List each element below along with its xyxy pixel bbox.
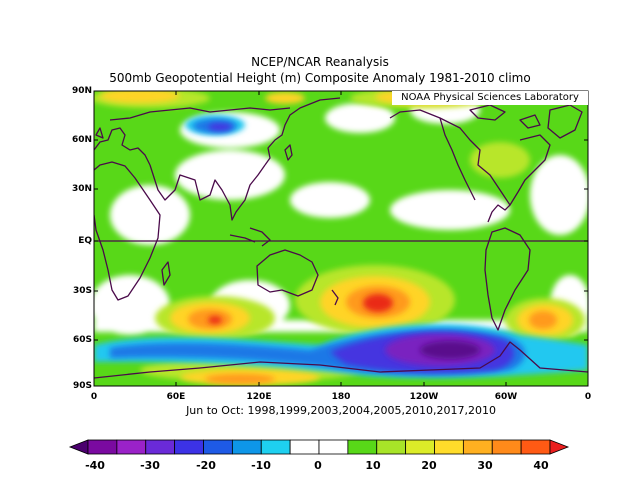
colorbar-swatch <box>376 439 407 455</box>
colorbar-label: 10 <box>365 459 381 472</box>
colorbar-swatch <box>260 439 291 455</box>
colorbar-swatch <box>491 439 522 455</box>
colorbar-swatch <box>405 439 435 455</box>
lat-label-90s: 90S <box>72 381 92 391</box>
colorbar-label: 30 <box>477 459 493 472</box>
colorbar-label: -40 <box>85 459 105 472</box>
colorbar-swatch <box>231 439 262 455</box>
composite-years: Jun to Oct: 1998,1999,2003,2004,2005,201… <box>186 404 496 417</box>
lat-label-30n: 30N <box>71 184 92 194</box>
colorbar-label: -30 <box>140 459 160 472</box>
lat-label-30s: 30S <box>72 286 92 296</box>
colorbar-label: -10 <box>251 459 271 472</box>
colorbar-swatch <box>116 439 147 455</box>
lon-label-0-left: 0 <box>90 392 98 402</box>
colorbar-swatch <box>462 439 493 455</box>
lat-label-60n: 60N <box>71 135 92 145</box>
lon-label-60w: 60W <box>494 392 518 402</box>
colorbar-swatch <box>434 439 464 455</box>
colorbar-label: -20 <box>196 459 216 472</box>
colorbar-arrow-right <box>549 439 570 455</box>
lon-label-60e: 60E <box>166 392 186 402</box>
colorbar-label: 0 <box>314 459 322 472</box>
field-deep-negative <box>420 341 480 359</box>
colorbar-swatch <box>289 439 320 455</box>
lon-label-0-right: 0 <box>584 392 592 402</box>
colorbar-swatch <box>145 439 176 455</box>
lat-ticks <box>94 90 588 387</box>
colorbar-label: 20 <box>421 459 437 472</box>
lat-label-60s: 60S <box>72 335 92 345</box>
colorbar-arrow-left <box>68 439 89 455</box>
colorbar-swatch <box>87 439 118 455</box>
lon-label-120w: 120W <box>409 392 439 402</box>
colorbar-swatch <box>174 439 204 455</box>
colorbar-label: 40 <box>533 459 549 472</box>
colorbar-swatch <box>318 439 349 455</box>
chart-subtitle: 500mb Geopotential Height (m) Composite … <box>109 71 531 85</box>
lon-label-120e: 120E <box>246 392 272 402</box>
coastlines <box>94 97 588 379</box>
field-peak-positive <box>208 294 393 324</box>
colorbar-swatch <box>520 439 551 455</box>
chart-title: NCEP/NCAR Reanalysis <box>251 55 389 69</box>
colorbar <box>68 439 570 455</box>
credit-label: NOAA Physical Sciences Laboratory <box>392 91 588 105</box>
colorbar-swatch <box>347 439 378 455</box>
map-field <box>94 91 588 386</box>
lat-label-eq: EQ <box>78 236 92 246</box>
lon-label-180: 180 <box>331 392 351 402</box>
colorbar-swatch <box>203 439 233 455</box>
lat-label-90n: 90N <box>71 86 92 96</box>
